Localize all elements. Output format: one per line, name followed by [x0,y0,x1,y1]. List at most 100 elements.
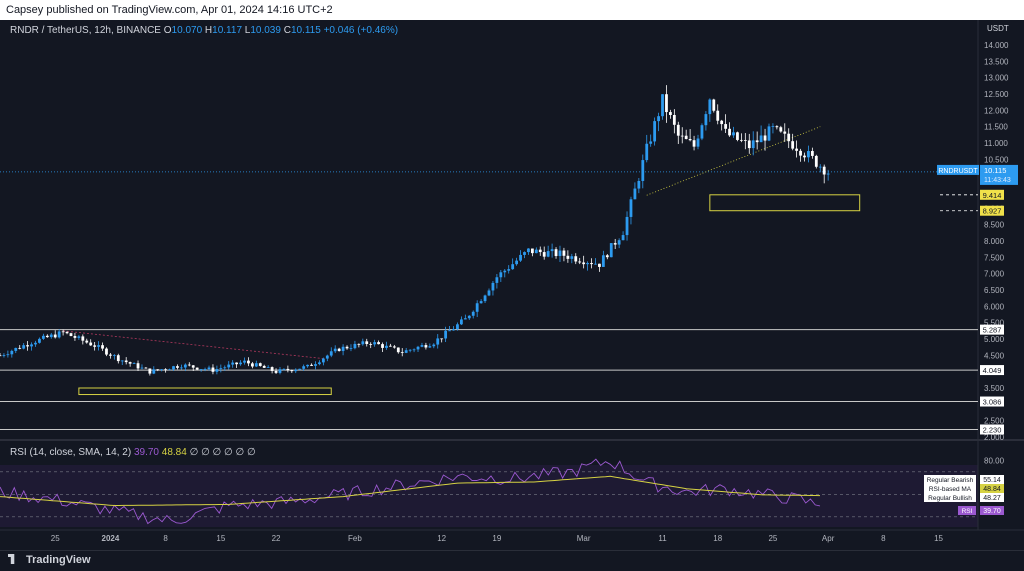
candle-body [298,368,302,370]
low-value: 10.039 [250,25,281,36]
candle [26,341,30,351]
candle [420,342,424,348]
candle [609,242,613,258]
candle [621,231,625,241]
candle [810,147,814,159]
symbol-tag-bg [937,164,979,175]
candle-body [475,303,479,312]
candle-body [416,346,420,350]
candle [109,352,112,359]
level-tag-label: 4.049 [983,366,1002,375]
candle [207,365,211,371]
candle [456,322,459,331]
candle [771,123,775,134]
rsi-legend: RSI (14, close, SMA, 14, 2) 39.70 48.84 … [10,447,256,458]
candle-body [566,255,570,259]
price-tag-value: 10.115 [984,166,1006,175]
candle-body [728,128,731,136]
ascending-trendline [646,126,821,196]
price-chart-svg[interactable]: 14.000 13.500 13.000 12.500 12.000 11.500 11.0… [0,20,1024,550]
candle-body [684,135,688,140]
candle-body [392,346,396,348]
candle [392,344,396,349]
candle-body [503,270,507,273]
candle [187,362,191,367]
candle [270,366,274,374]
price-tick-label: 12.500 [984,90,1009,99]
rsi-tag-label: Regular Bearish [927,477,974,484]
chart-area[interactable]: 14.000 13.500 13.000 12.500 12.000 11.500 11.0… [0,20,1024,550]
candle [14,347,18,354]
candle-body [120,360,124,362]
candle-body [164,369,168,371]
candle [530,248,534,257]
candle [164,368,168,373]
candle-body [653,121,657,142]
rsi-tag-value-bg [980,484,1004,493]
candle [767,123,771,142]
candle [523,251,526,259]
candle [700,123,704,141]
candle [183,363,187,372]
candle-body [321,358,325,363]
candle-body [211,367,215,372]
rsi-tag-label: RSI-based MA [929,486,972,493]
candle [57,329,61,339]
open-value: 10.070 [171,25,203,36]
candle [775,125,779,130]
candle [483,294,487,304]
candle-body [609,243,613,258]
candle-body [759,135,763,143]
candle-body [814,155,818,167]
low-label: L [244,25,251,36]
candle [605,253,609,260]
candle [10,349,14,358]
candle [286,365,290,373]
candle [112,354,116,360]
candle [116,353,120,364]
candle [408,349,412,353]
price-tick-label: 8.000 [984,237,1005,246]
price-tick-label: 6.000 [984,302,1005,311]
rsi-tag-label-bg [958,506,976,515]
candle-body [676,124,680,136]
candle-body [704,114,708,126]
candle [41,333,45,340]
candle-body [491,282,495,291]
candle-body [377,342,380,345]
candle-body [590,263,593,265]
candle [136,360,140,372]
candle-body [495,277,499,283]
candle [617,238,621,249]
candle [814,154,818,169]
candle-body [692,140,696,147]
candle [69,332,73,337]
candle [641,154,645,189]
candle-body [239,362,242,365]
candle-body [57,331,61,338]
candle-body [444,330,448,339]
candle [826,169,830,181]
candle [803,152,806,162]
price-tick-label: 11.000 [984,139,1008,148]
candle-body [385,345,388,348]
candle-body [672,115,676,125]
candle [132,362,136,365]
candle-body [148,368,152,374]
tradingview-logo[interactable]: TradingView [8,554,91,566]
candle-body [250,363,254,367]
candle [73,332,77,341]
rsi-band-background [0,465,978,527]
candle [613,238,617,250]
candle-body [112,355,116,357]
candle [653,117,657,146]
candle-body [747,140,751,149]
candle [463,314,467,320]
candle [574,253,578,265]
candle [172,365,175,371]
candle-body [278,369,282,373]
candle [554,247,558,259]
candle [550,243,554,258]
candle [739,133,743,143]
rsi-tag-label-bg [924,493,976,502]
